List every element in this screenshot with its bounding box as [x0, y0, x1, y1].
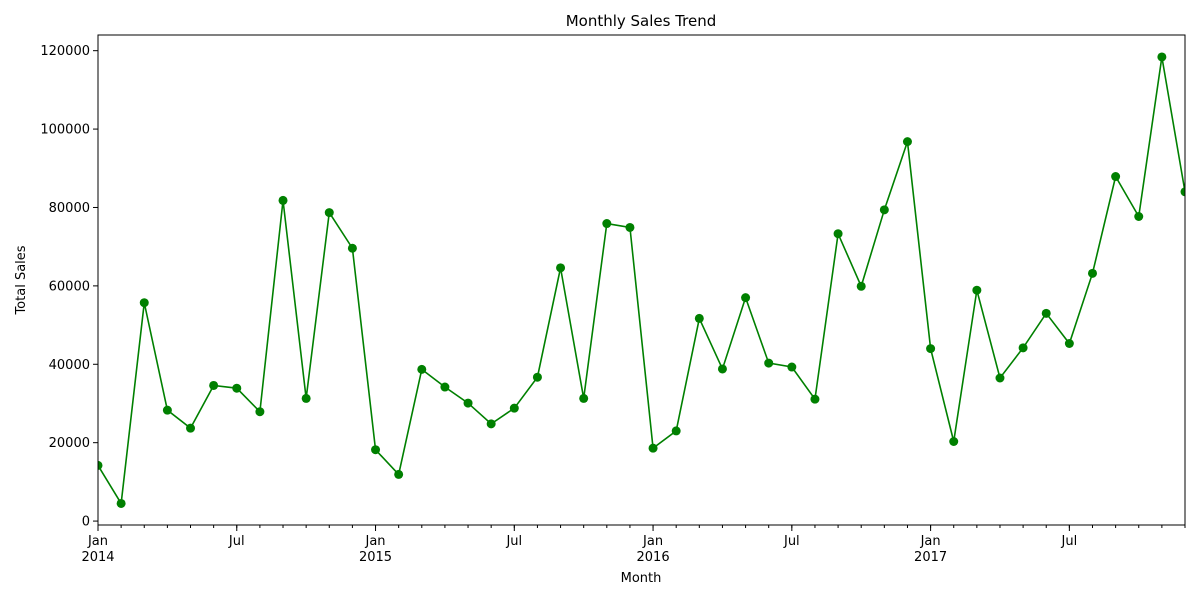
data-point — [255, 407, 265, 417]
x-tick-label: Jul — [783, 534, 800, 549]
data-point — [509, 403, 519, 413]
data-point — [116, 498, 126, 508]
data-point — [972, 285, 982, 295]
data-point — [394, 469, 404, 479]
x-tick-year-label: 2016 — [637, 550, 670, 565]
y-tick-label: 20000 — [49, 436, 90, 451]
data-point — [463, 398, 473, 408]
data-point — [532, 372, 542, 382]
data-point — [648, 443, 658, 453]
series-group — [98, 52, 1185, 508]
x-axis-label: Month — [621, 571, 662, 586]
x-tick-year-label: 2015 — [359, 550, 392, 565]
data-point — [764, 358, 774, 368]
data-point — [602, 219, 612, 229]
data-point — [371, 445, 381, 455]
data-point — [902, 137, 912, 147]
x-tick-label: Jul — [228, 534, 245, 549]
data-point — [810, 394, 820, 404]
y-tick-label: 120000 — [40, 44, 90, 59]
data-point — [440, 382, 450, 392]
data-point — [625, 222, 635, 232]
data-point — [556, 263, 566, 273]
data-point — [926, 344, 936, 354]
series-line — [98, 56, 1185, 506]
plot-frame — [97, 34, 1186, 526]
data-point — [833, 229, 843, 239]
data-point — [347, 243, 357, 253]
data-point — [1111, 172, 1121, 182]
x-tick-label: Jul — [505, 534, 522, 549]
data-point — [417, 364, 427, 374]
plot-area: 020000400006000080000100000120000Jan2014… — [40, 34, 1186, 565]
data-point — [856, 281, 866, 291]
data-point — [949, 437, 959, 447]
x-tick-label: Jan — [920, 534, 941, 549]
data-point — [232, 383, 242, 393]
data-point — [278, 195, 288, 205]
plot-frame-top — [97, 34, 1186, 526]
data-point — [139, 298, 149, 308]
y-tick-label: 0 — [82, 515, 90, 530]
data-point — [579, 393, 589, 403]
data-point — [98, 460, 103, 470]
data-point — [301, 393, 311, 403]
data-point — [324, 208, 334, 218]
data-point — [1064, 339, 1074, 349]
data-point — [1041, 308, 1051, 318]
y-tick-label: 60000 — [49, 279, 90, 294]
x-tick-label: Jan — [365, 534, 386, 549]
data-point — [209, 380, 219, 390]
data-point — [1087, 268, 1097, 278]
data-point — [162, 405, 172, 415]
x-tick-label: Jan — [87, 534, 108, 549]
data-point — [1018, 343, 1028, 353]
data-point — [787, 362, 797, 372]
chart-title: Monthly Sales Trend — [566, 12, 717, 30]
data-point — [995, 373, 1005, 383]
data-point — [186, 423, 196, 433]
data-point — [671, 426, 681, 436]
data-point — [717, 364, 727, 374]
data-point — [879, 205, 889, 215]
data-point — [1180, 187, 1185, 197]
y-tick-label: 40000 — [49, 358, 90, 373]
x-tick-label: Jan — [642, 534, 663, 549]
x-tick-year-label: 2014 — [81, 550, 114, 565]
data-point — [486, 419, 496, 429]
x-tick-year-label: 2017 — [914, 550, 947, 565]
data-point — [1134, 211, 1144, 221]
y-tick-label: 100000 — [40, 123, 90, 138]
data-point — [741, 293, 751, 303]
data-point — [694, 313, 704, 323]
y-axis-label: Total Sales — [14, 245, 29, 315]
y-tick-label: 80000 — [49, 201, 90, 216]
data-point — [1157, 52, 1167, 62]
x-tick-label: Jul — [1061, 534, 1078, 549]
